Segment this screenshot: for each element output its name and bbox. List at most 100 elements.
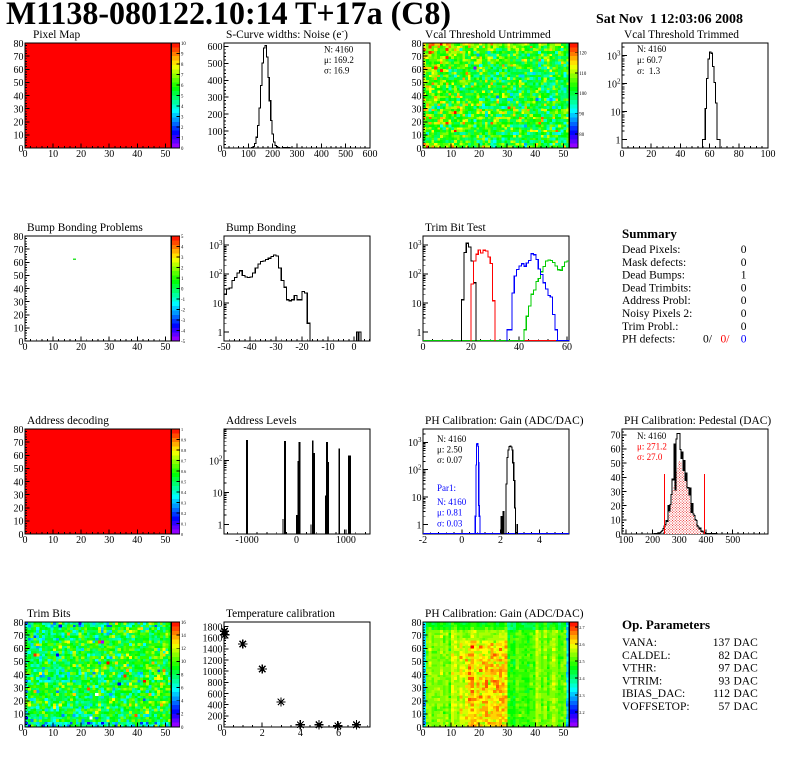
svg-text:σ: 27.0: σ: 27.0 (637, 452, 663, 462)
svg-text:0: 0 (741, 334, 747, 346)
svg-text:2.6: 2.6 (579, 642, 584, 647)
svg-text:0: 0 (417, 723, 422, 734)
svg-text:10: 10 (213, 299, 223, 310)
svg-text:600: 600 (363, 149, 378, 160)
svg-text:0.3: 0.3 (181, 500, 186, 505)
svg-text:40: 40 (132, 535, 142, 546)
svg-text:20: 20 (76, 342, 86, 353)
svg-text:-3: -3 (181, 319, 186, 324)
svg-text:DAC: DAC (734, 663, 759, 675)
svg-text:20: 20 (76, 728, 86, 739)
svg-text:110: 110 (579, 72, 587, 77)
svg-text:-1: -1 (181, 298, 186, 303)
svg-text:16: 16 (181, 621, 186, 626)
svg-text:PH Calibration: Gain (ADC/DAC): PH Calibration: Gain (ADC/DAC) (425, 415, 584, 427)
svg-text:1: 1 (616, 135, 621, 146)
svg-text:40: 40 (14, 284, 24, 295)
svg-text:3: 3 (181, 115, 184, 120)
svg-text:Address Probl:: Address Probl: (622, 295, 691, 307)
svg-text:0.1: 0.1 (181, 521, 186, 526)
svg-text:6: 6 (181, 686, 184, 691)
svg-text:8: 8 (181, 673, 184, 678)
svg-text:0: 0 (741, 244, 747, 256)
svg-text:30: 30 (14, 683, 24, 694)
svg-text:-5: -5 (181, 340, 186, 345)
svg-text:200: 200 (208, 712, 223, 723)
svg-text:60: 60 (611, 445, 621, 456)
svg-text:DAC: DAC (734, 637, 759, 649)
svg-text:2: 2 (181, 713, 184, 718)
svg-text:Trim Bits: Trim Bits (27, 608, 71, 620)
svg-text:0: 0 (23, 535, 28, 546)
svg-text:Sat Nov 1 12:03:06 2008: Sat Nov 1 12:03:06 2008 (596, 11, 743, 26)
svg-text:300: 300 (672, 535, 687, 546)
svg-text:10: 10 (412, 710, 422, 721)
svg-text:0: 0 (616, 530, 621, 541)
svg-text:10: 10 (48, 728, 58, 739)
svg-text:70: 70 (412, 631, 422, 642)
svg-text:μ: 2.50: μ: 2.50 (437, 445, 463, 455)
svg-text:Mask defects:: Mask defects: (622, 257, 686, 269)
svg-text:4: 4 (181, 245, 184, 250)
svg-text:10: 10 (14, 131, 24, 142)
svg-text:M1138-080122.10:14 T+17a (C8): M1138-080122.10:14 T+17a (C8) (6, 0, 451, 32)
svg-text:0: 0 (421, 728, 426, 739)
svg-text:40: 40 (14, 91, 24, 102)
svg-text:200: 200 (208, 110, 223, 121)
svg-text:80: 80 (14, 232, 24, 243)
svg-text:Trim Probl.:: Trim Probl.: (622, 321, 678, 333)
svg-text:1: 1 (181, 136, 184, 141)
svg-text:0/: 0/ (703, 334, 713, 346)
svg-text:0: 0 (620, 149, 625, 160)
svg-text:90: 90 (579, 113, 584, 118)
svg-text:10: 10 (412, 493, 422, 504)
svg-text:400: 400 (314, 149, 329, 160)
svg-text:IBIAS_DAC:: IBIAS_DAC: (622, 688, 685, 700)
svg-text:20: 20 (76, 535, 86, 546)
svg-text:Vcal Threshold Untrimmed: Vcal Threshold Untrimmed (425, 29, 551, 41)
svg-text:10: 10 (611, 107, 621, 118)
svg-text:0: 0 (23, 728, 28, 739)
svg-text:0: 0 (19, 530, 24, 541)
svg-text:0: 0 (741, 282, 747, 294)
svg-text:Dead Bumps:: Dead Bumps: (622, 270, 685, 282)
svg-text:4: 4 (298, 728, 303, 739)
svg-text:10: 10 (181, 42, 186, 47)
svg-text:20: 20 (474, 728, 484, 739)
svg-text:Temperature calibration: Temperature calibration (226, 608, 335, 620)
svg-text:40: 40 (412, 91, 422, 102)
svg-text:1: 1 (218, 328, 223, 339)
svg-text:40: 40 (14, 670, 24, 681)
svg-text:400: 400 (208, 76, 223, 87)
svg-text:3: 3 (181, 256, 184, 261)
svg-text:σ: 0.07: σ: 0.07 (437, 455, 463, 465)
svg-text:500: 500 (725, 535, 740, 546)
svg-text:30: 30 (14, 297, 24, 308)
svg-text:2.2: 2.2 (579, 710, 584, 715)
svg-text:40: 40 (132, 149, 142, 160)
svg-text:Address decoding: Address decoding (27, 415, 109, 427)
svg-text:0.8: 0.8 (181, 448, 186, 453)
svg-text:-2: -2 (181, 308, 186, 313)
svg-text:40: 40 (14, 477, 24, 488)
svg-text:PH Calibration: Pedestal (DAC): PH Calibration: Pedestal (DAC) (624, 415, 771, 427)
svg-text:0.9: 0.9 (181, 437, 186, 442)
svg-text:500: 500 (338, 149, 353, 160)
svg-text:100: 100 (241, 149, 256, 160)
svg-text:10: 10 (412, 131, 422, 142)
svg-text:70: 70 (611, 431, 621, 442)
svg-text:80: 80 (14, 39, 24, 50)
svg-text:40: 40 (412, 670, 422, 681)
svg-text:93: 93 (719, 675, 731, 687)
svg-text:57: 57 (719, 701, 731, 713)
svg-text:112: 112 (713, 688, 730, 700)
svg-text:300: 300 (208, 93, 223, 104)
svg-text:6: 6 (336, 728, 341, 739)
svg-text:N: 4160: N: 4160 (437, 434, 467, 444)
svg-text:60: 60 (14, 644, 24, 655)
svg-text:80: 80 (14, 618, 24, 629)
svg-text:0: 0 (352, 342, 357, 353)
svg-text:600: 600 (208, 689, 223, 700)
svg-text:40: 40 (132, 342, 142, 353)
svg-text:1600: 1600 (203, 634, 223, 645)
